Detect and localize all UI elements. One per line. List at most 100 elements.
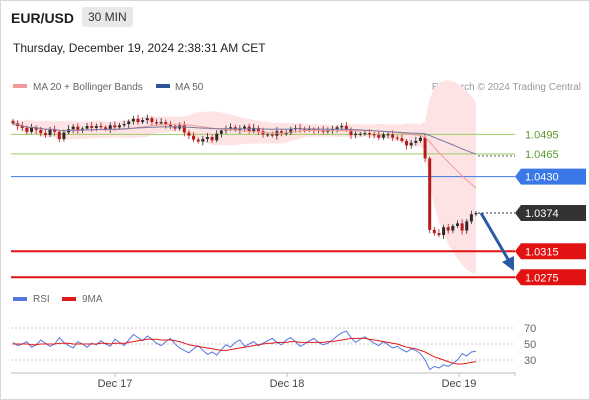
rsi-ma-line [13, 337, 477, 365]
level-label-1.0315: 1.0315 [525, 246, 559, 258]
rsi-legend-label: RSI [33, 294, 50, 305]
candle-body [164, 122, 168, 125]
candle-body [303, 129, 307, 131]
candle-body [108, 125, 112, 130]
candle-body [395, 137, 399, 139]
x-tick-label: Dec 18 [270, 378, 305, 390]
candle-body [150, 118, 154, 123]
candle-body [414, 140, 418, 143]
candle-body [48, 129, 52, 136]
candle-body [256, 127, 260, 132]
candle-body [330, 129, 334, 131]
rsi-tick-label: 30 [524, 355, 536, 367]
level-tag-1.0430 [515, 168, 586, 185]
level-tag-1.0315 [515, 243, 586, 260]
level-label-1.0430: 1.0430 [525, 172, 559, 184]
rsi-panel: 70 50 30 [11, 323, 536, 371]
candle-body [335, 127, 339, 130]
candle-body [30, 127, 34, 132]
rsi-tick-label: 50 [524, 339, 536, 351]
ma50-legend-label: MA 50 [175, 82, 204, 93]
candle-body [20, 125, 24, 128]
candle-body [469, 214, 473, 222]
candle-body [76, 126, 80, 131]
candle-body [127, 121, 131, 125]
candle-body [386, 134, 390, 136]
x-tick-label: Dec 17 [98, 378, 133, 390]
candle-body [187, 132, 191, 136]
level-labels: 1.0495 1.0465 1.0430 1.0374 1.0315 1.0275 [515, 129, 586, 286]
candle-body [349, 129, 353, 136]
candle-body [400, 138, 404, 141]
candle-body [474, 212, 478, 215]
candle-body [57, 131, 61, 139]
candle-body [118, 125, 121, 128]
rsi-line [12, 330, 477, 371]
candle-body [201, 138, 205, 142]
candle-body [39, 129, 43, 134]
level-label-1.0465: 1.0465 [525, 149, 559, 161]
candle-body [62, 132, 66, 139]
level-label-1.0374: 1.0374 [525, 208, 559, 220]
candle-body [284, 133, 288, 135]
candle-body [53, 129, 57, 132]
candle-body [354, 133, 358, 136]
candle-body [377, 135, 381, 138]
candle-body [358, 133, 362, 135]
candle-body [451, 225, 455, 231]
rsi-legend-swatch [13, 297, 27, 301]
level-tag-1.0275 [515, 269, 586, 286]
ma20-legend-swatch [13, 84, 27, 88]
ma20-legend-label: MA 20 + Bollinger Bands [33, 82, 143, 93]
candle-body [344, 125, 348, 130]
candle-body [423, 137, 427, 159]
candle-body [340, 125, 344, 128]
candle-body [368, 133, 371, 135]
candle-body [219, 130, 223, 134]
candle-body [34, 127, 38, 130]
candle-body [238, 128, 242, 130]
candle-body [11, 120, 15, 124]
candle-body [372, 134, 376, 136]
candle-body [280, 131, 284, 134]
forecast-arrow [479, 212, 514, 271]
candle-body [94, 125, 98, 128]
candle-body [252, 127, 256, 132]
candle-body [270, 134, 274, 136]
candle-body [99, 125, 103, 128]
currency-pair-title: EUR/USD [11, 10, 75, 26]
price-levels [11, 133, 515, 279]
candle-body [418, 137, 422, 141]
candle-body [215, 133, 219, 141]
candle-body [465, 221, 469, 231]
level-label-1.0495: 1.0495 [525, 129, 559, 141]
candle-body [25, 127, 29, 132]
copyright-note: Research © 2024 Trading Central [432, 82, 581, 93]
ma9-legend-label: 9MA [82, 294, 103, 305]
candles [11, 114, 478, 239]
candle-body [168, 124, 172, 126]
candle-body [159, 122, 163, 124]
candle-body [71, 126, 75, 130]
level-tag-1.0374 [515, 204, 586, 221]
candle-body [192, 135, 196, 140]
candle-body [266, 134, 270, 136]
candle-body [307, 129, 311, 131]
candle-body [131, 118, 135, 122]
candle-body [210, 137, 214, 141]
candle-body [155, 122, 159, 124]
candle-body [409, 142, 413, 146]
candle-body [312, 129, 316, 131]
candle-body [90, 125, 94, 128]
timeframe-badge[interactable]: 30 MIN [82, 7, 133, 27]
candle-body [182, 125, 186, 133]
candle-body [405, 140, 409, 146]
candle-body [442, 227, 446, 236]
candle-body [381, 134, 385, 138]
candle-body [145, 118, 149, 121]
candle-body [85, 125, 89, 129]
candle-body [43, 133, 47, 136]
candle-body [80, 128, 84, 131]
level-label-1.0275: 1.0275 [525, 272, 559, 284]
